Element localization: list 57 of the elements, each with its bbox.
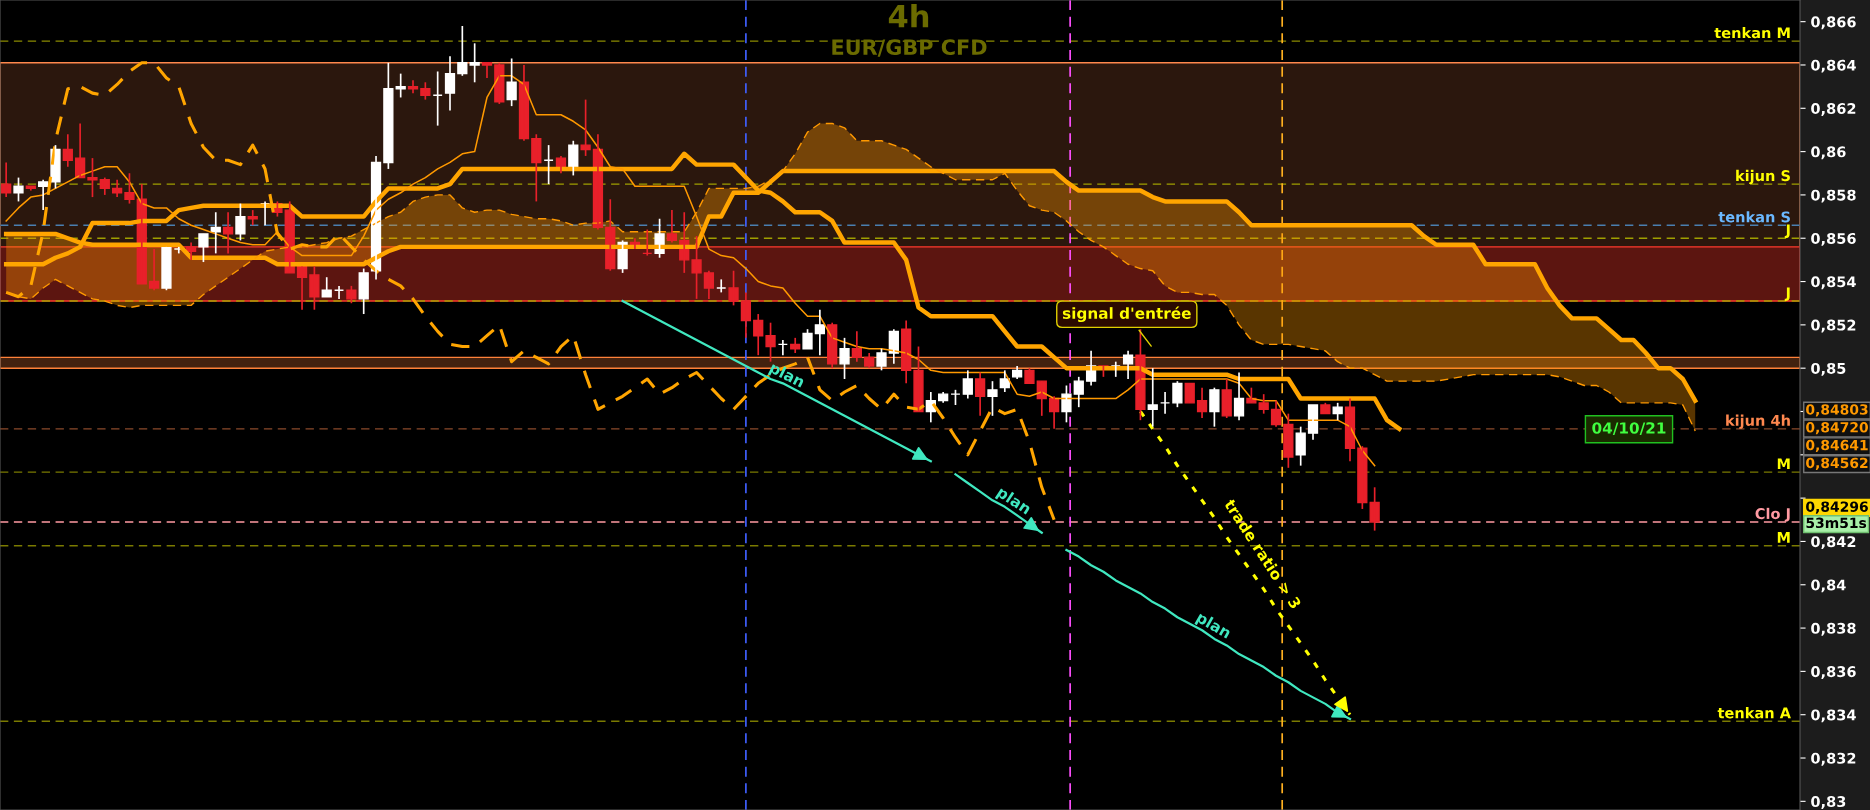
y-tick-label: 0,85 <box>1811 362 1846 376</box>
line-series <box>1138 409 1352 717</box>
candlestick <box>802 328 813 350</box>
text: 0,84641 <box>1806 439 1868 453</box>
candlestick <box>198 233 209 263</box>
y-tick-label: 0,854 <box>1811 276 1856 290</box>
ref-line-label: tenkan A <box>1717 707 1791 719</box>
candlestick <box>124 172 135 205</box>
y-tick-label: 0,83 <box>1811 796 1846 809</box>
annotation: signal d'entrée <box>1062 306 1191 323</box>
y-tick-label: 0,86 <box>1811 146 1846 160</box>
y-tick-label: 0,834 <box>1811 709 1856 723</box>
candlestick <box>1061 384 1072 424</box>
candlestick <box>580 98 591 157</box>
candlestick <box>235 202 246 242</box>
y-tick-label: 0,856 <box>1811 232 1856 246</box>
ref-line-label: J <box>1784 224 1790 239</box>
y-tick-label: 0,838 <box>1811 622 1856 636</box>
candlestick <box>876 347 887 372</box>
candlestick <box>469 42 480 84</box>
ref-line-label: tenkan M <box>1714 27 1790 39</box>
candlestick <box>1209 386 1220 428</box>
text: 53m51s <box>1806 517 1867 529</box>
y-tick-label: 0,842 <box>1811 536 1856 550</box>
ref-line-label: Clo J <box>1755 507 1790 522</box>
ref-line-label: kijun S <box>1736 169 1790 185</box>
text: 0,84803 <box>1806 404 1868 417</box>
y-tick-label: 0,832 <box>1811 752 1856 766</box>
y-tick-label: 0,864 <box>1811 59 1856 73</box>
candlestick <box>987 380 998 417</box>
annotation: 04/10/21 <box>1592 422 1666 435</box>
text: 0,84296 <box>1806 501 1868 514</box>
y-tick-label: 0,852 <box>1811 319 1856 333</box>
y-tick-label: 0,862 <box>1811 103 1856 116</box>
text: 0,84720 <box>1806 422 1868 435</box>
ref-line-label: M <box>1777 458 1790 470</box>
candlestick <box>161 246 172 292</box>
chart-title: 4h <box>888 4 929 28</box>
y-tick-label: 0,84 <box>1811 579 1846 593</box>
text: 0,84562 <box>1806 457 1868 470</box>
annotation: plan <box>1194 611 1233 642</box>
candlestick <box>309 265 320 311</box>
candlestick <box>839 337 850 380</box>
ref-line-label: kijun 4h <box>1726 414 1790 429</box>
ref-line-label: J <box>1784 287 1790 301</box>
candlestick <box>691 235 702 300</box>
candlestick <box>728 269 739 307</box>
y-tick-label: 0,858 <box>1811 189 1856 203</box>
y-tick-label: 0,836 <box>1811 666 1856 679</box>
candlestick <box>765 321 776 363</box>
ref-line-label: M <box>1777 532 1790 543</box>
candlestick <box>1184 382 1195 404</box>
candlestick <box>481 61 493 79</box>
ref-line-label: tenkan S <box>1718 211 1790 223</box>
y-tick-label: 0,866 <box>1811 16 1856 30</box>
annotation: plan <box>767 361 806 391</box>
candlestick <box>1172 380 1183 409</box>
